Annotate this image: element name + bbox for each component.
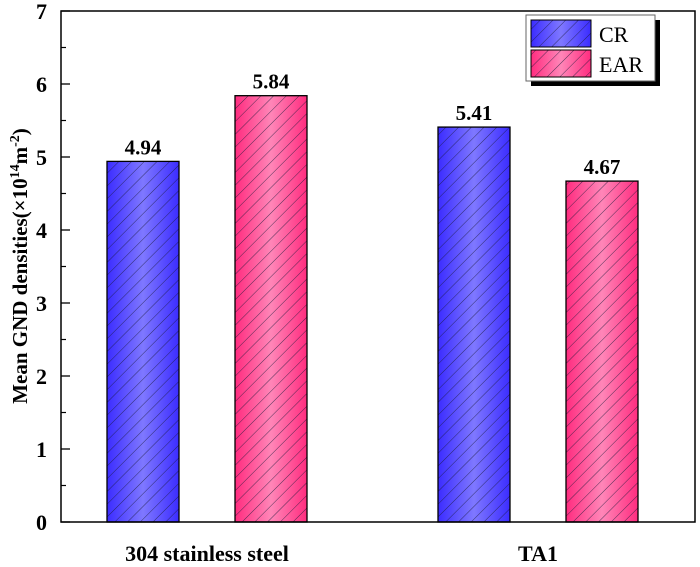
ylabel-exponent: -2 <box>8 135 23 147</box>
legend: CR EAR <box>525 14 660 86</box>
bar-hatch <box>107 161 179 522</box>
ylabel-unit: m <box>8 146 32 164</box>
y-tick-label: 0 <box>36 510 47 535</box>
ylabel-end: ) <box>8 128 32 135</box>
bar-hatch <box>438 127 510 522</box>
y-tick-label: 5 <box>36 145 47 170</box>
bar-cr-2 <box>437 126 511 523</box>
legend-label: CR <box>599 22 629 47</box>
y-axis: 0 1 2 3 4 5 6 7 <box>36 0 70 535</box>
legend-swatch-hatch <box>531 50 591 77</box>
y-tick-label: 7 <box>36 0 47 24</box>
legend-item-ear: EAR <box>530 49 643 78</box>
bar-ear-2 <box>565 180 639 523</box>
bar-ear-1 <box>234 95 308 523</box>
legend-swatch-hatch <box>531 20 591 47</box>
legend-swatch-outline <box>530 19 592 48</box>
bar-hatch <box>235 95 307 523</box>
x-category-label: 304 stainless steel <box>125 541 289 566</box>
legend-swatch-outline <box>530 49 592 78</box>
y-tick-label: 6 <box>36 72 47 97</box>
data-label: 4.94 <box>125 135 162 159</box>
x-axis: 304 stainless steel TA1 <box>125 541 558 566</box>
data-label: 5.84 <box>253 70 290 94</box>
y-tick-label: 3 <box>36 291 47 316</box>
ylabel-main: Mean GND densities(×10 <box>8 178 32 403</box>
y-axis-label: Mean GND densities(×1014m-2) <box>8 128 32 404</box>
bar-cr-1 <box>106 160 180 523</box>
data-label: 4.67 <box>584 155 621 179</box>
bar-hatch <box>566 181 638 522</box>
bars-group <box>106 95 639 523</box>
y-tick-label: 2 <box>36 364 47 389</box>
value-labels-group: 4.94 5.84 5.41 4.67 <box>125 70 621 179</box>
y-tick-label: 1 <box>36 437 47 462</box>
legend-label: EAR <box>599 52 643 77</box>
data-label: 5.41 <box>456 101 493 125</box>
x-category-label: TA1 <box>518 541 558 566</box>
legend-item-cr: CR <box>530 19 629 48</box>
y-tick-label: 4 <box>36 218 47 243</box>
ylabel-exponent: 14 <box>8 164 23 178</box>
